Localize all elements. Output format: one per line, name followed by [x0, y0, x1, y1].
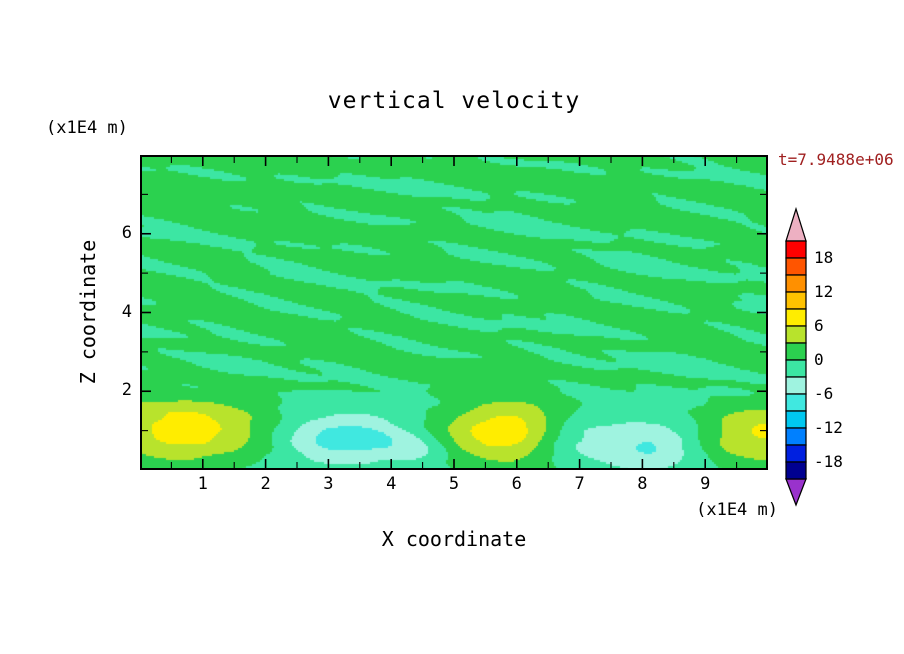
colorbar-segment — [785, 376, 807, 395]
colorbar-tick-label: 6 — [814, 316, 824, 335]
plot-border — [140, 155, 768, 470]
colorbar-over-arrow — [785, 206, 807, 242]
colorbar-segment — [785, 461, 807, 480]
x-tick-label: 5 — [448, 474, 460, 494]
colorbar-segment — [785, 308, 807, 327]
contour-plot-area — [140, 155, 768, 470]
colorbar-segment — [785, 325, 807, 344]
colorbar-segment — [785, 291, 807, 310]
colorbar-tick-label: -12 — [814, 418, 843, 437]
colorbar-tick-label: 12 — [814, 282, 833, 301]
colorbar-segment — [785, 257, 807, 276]
colorbar-tick-label: 18 — [814, 248, 833, 267]
x-axis-title: X coordinate — [381, 527, 527, 551]
colorbar-segment — [785, 359, 807, 378]
x-tick-label: 6 — [511, 474, 522, 494]
x-tick-label: 3 — [323, 474, 334, 494]
colorbar-segment — [785, 410, 807, 429]
colorbar-segment — [785, 427, 807, 446]
colorbar: 18 12 6 0 -6 -12 -18 — [785, 206, 843, 507]
y-axis-unit-label: (x1E4 m) — [46, 118, 128, 138]
colorbar-segment — [785, 342, 807, 361]
x-tick-label: 4 — [386, 474, 397, 494]
y-tick-label: 6 — [121, 222, 132, 243]
colorbar-segment — [785, 240, 807, 259]
contour-field-canvas — [140, 155, 768, 470]
colorbar-tick-label: 0 — [814, 350, 824, 369]
x-tick-label: 8 — [637, 474, 648, 494]
colorbar-tick-label: -18 — [814, 452, 843, 471]
timestamp: t=7.9488e+06 — [778, 150, 894, 169]
y-axis-title: Z coordinate — [76, 239, 100, 385]
colorbar-segment — [785, 444, 807, 463]
colorbar-segment — [785, 274, 807, 293]
x-tick-label: 1 — [197, 474, 208, 494]
x-tick-label: 2 — [260, 474, 271, 494]
y-tick-label: 2 — [121, 380, 132, 401]
y-axis-tick-labels: 2 4 6 — [100, 155, 132, 470]
x-axis-unit-label: (x1E4 m) — [696, 500, 778, 520]
x-tick-label: 7 — [574, 474, 585, 494]
plot-frame-and-ticks — [140, 155, 768, 470]
y-tick-label: 4 — [121, 301, 132, 322]
colorbar-under-arrow — [785, 478, 807, 507]
colorbar-segment — [785, 393, 807, 412]
colorbar-tick-label: -6 — [814, 384, 833, 403]
plot-title: vertical velocity — [327, 88, 581, 114]
x-tick-label: 9 — [700, 474, 711, 494]
x-axis-tick-labels: 1 2 3 4 5 6 7 8 9 — [140, 474, 768, 496]
